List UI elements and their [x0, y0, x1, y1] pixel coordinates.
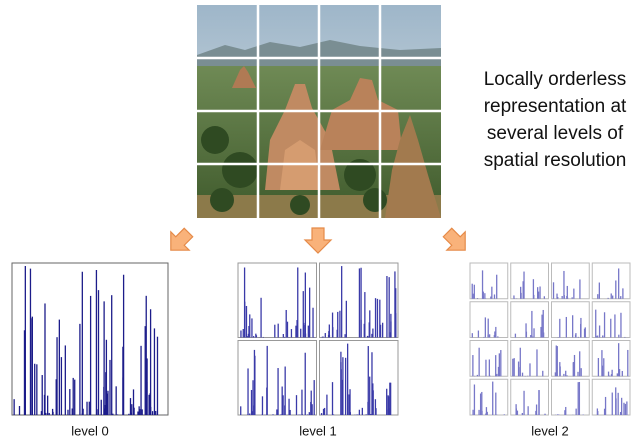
- histogram-frame: [470, 379, 508, 415]
- histogram-frame: [552, 302, 590, 338]
- arrow: [305, 228, 331, 253]
- photo: [197, 5, 441, 218]
- arrow: [162, 223, 198, 259]
- histogram-frame: [470, 263, 508, 299]
- histogram-frame: [511, 263, 549, 299]
- diagram: Locally orderless representation at seve…: [0, 0, 634, 440]
- description: Locally orderless representation at seve…: [484, 69, 627, 171]
- histogram-frame: [470, 302, 508, 338]
- arrow: [438, 223, 474, 259]
- level-label: level 2: [531, 423, 569, 438]
- arrows: [162, 223, 475, 259]
- level-label: level 1: [299, 423, 337, 438]
- description-line: several levels of: [487, 123, 624, 144]
- histograms: [12, 263, 630, 415]
- level-label: level 0: [71, 423, 109, 438]
- description-line: Locally orderless: [484, 69, 627, 90]
- histogram-frame: [552, 263, 590, 299]
- description-line: representation at: [484, 96, 627, 117]
- histogram-frame: [320, 263, 399, 338]
- description-line: spatial resolution: [484, 150, 627, 171]
- histogram-frame: [552, 379, 590, 415]
- histogram-frame: [592, 263, 630, 299]
